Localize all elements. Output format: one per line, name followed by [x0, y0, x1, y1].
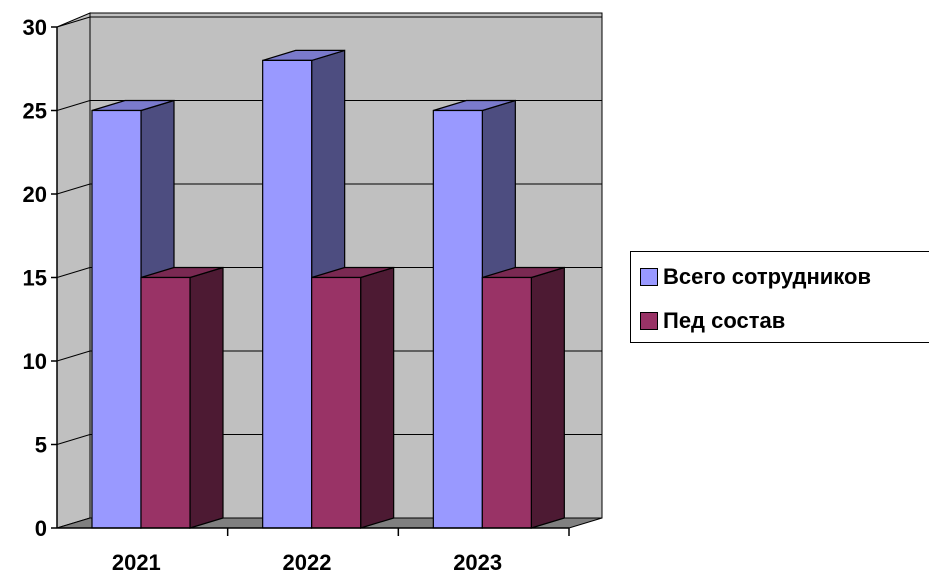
y-tick-label: 5: [35, 433, 47, 458]
y-tick-label: 15: [23, 266, 47, 291]
legend-label-series-1: Всего сотрудников: [663, 264, 871, 289]
bar-2-2023: [481, 276, 532, 529]
legend-label-series-2: Пед состав: [663, 308, 786, 333]
gridline-side: [56, 16, 91, 28]
gridline-side: [56, 183, 91, 195]
side-wall: [56, 12, 91, 529]
bar-2-2022-side: [360, 266, 395, 529]
bar-1-2022: [262, 59, 313, 529]
gridline-side: [56, 350, 91, 362]
legend-item-series-2: Пед состав: [640, 308, 785, 334]
bar-2-2021-side: [189, 266, 224, 529]
y-tick-label: 20: [23, 182, 47, 207]
x-tick-label: 2023: [453, 550, 502, 575]
y-axis-tick-labels: 0 5 10 15 20 25 30: [23, 15, 47, 541]
bar-2-2021: [140, 276, 191, 529]
bar-2-2022: [311, 276, 362, 529]
y-tick-label: 10: [23, 349, 47, 374]
legend-swatch-series-2: [640, 312, 658, 330]
legend-swatch-series-1: [640, 268, 658, 286]
bars: [91, 49, 565, 529]
y-tick-label: 0: [35, 516, 47, 541]
y-tick-label: 25: [23, 99, 47, 124]
gridline-side: [56, 267, 91, 278]
gridline-side: [56, 100, 91, 111]
gridline-side: [56, 434, 91, 445]
bar-1-2023: [432, 109, 483, 529]
x-axis-tick-labels: 2021 2022 2023: [112, 550, 502, 575]
bar-2-2023-side: [530, 266, 565, 529]
axes: [51, 26, 570, 536]
x-tick-label: 2021: [112, 550, 161, 575]
legend: Всего сотрудников Пед состав: [630, 251, 929, 343]
y-tick-label: 30: [23, 15, 47, 40]
legend-item-series-1: Всего сотрудников: [640, 264, 871, 290]
bar-1-2021: [91, 109, 142, 529]
x-tick-label: 2022: [283, 550, 332, 575]
